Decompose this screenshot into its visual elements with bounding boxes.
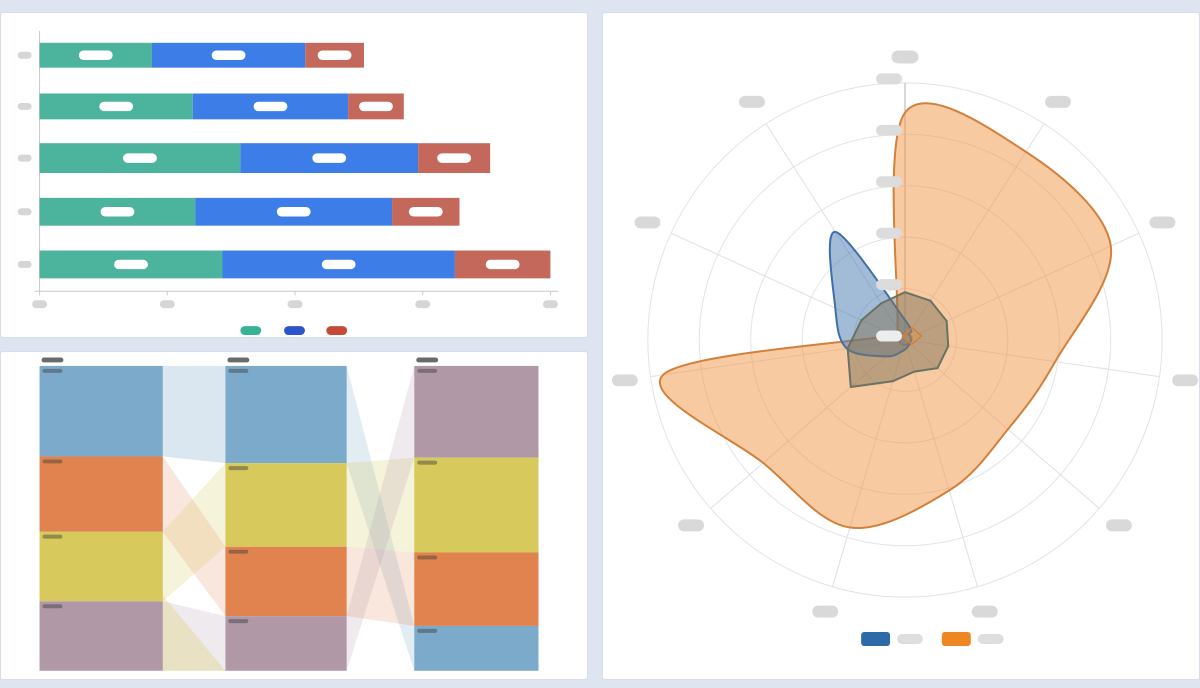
axis-label-redacted: [1149, 216, 1176, 229]
segment-label-redacted: [42, 459, 63, 464]
segment-label-redacted: [417, 368, 438, 373]
bar-value-label-redacted: [321, 259, 356, 270]
legend-swatch-blue[interactable]: [861, 632, 891, 646]
legend-label-redacted: [977, 634, 1004, 644]
legend-swatch-series-teal[interactable]: [240, 326, 262, 336]
flow-yellow-to-yellow: [346, 457, 415, 553]
column-segment-blue[interactable]: [39, 365, 163, 457]
stacked-bar-chart: [17, 30, 559, 336]
parallel-sets-chart-card: [0, 351, 588, 680]
segment-label-redacted: [417, 628, 438, 633]
flow-yellow-to-yellow: [162, 463, 226, 602]
flow-orange-to-orange: [346, 546, 415, 626]
legend-label-redacted: [897, 634, 923, 644]
segment-label-redacted: [42, 534, 63, 539]
radial-tick-label-redacted: [876, 227, 902, 239]
bar-value-label-redacted: [437, 153, 472, 163]
column-segment-yellow[interactable]: [39, 531, 163, 602]
bar-value-label-redacted: [317, 50, 352, 60]
legend-swatch-orange[interactable]: [941, 632, 971, 646]
segment-label-redacted: [417, 555, 438, 560]
column-header-redacted: [227, 357, 250, 363]
radial-tick-label-redacted: [876, 330, 902, 342]
radar-chart: [611, 50, 1199, 646]
column-segment-yellow[interactable]: [414, 457, 539, 553]
segment-label-redacted: [228, 549, 249, 554]
column-segment-orange[interactable]: [225, 546, 347, 617]
flow-purple-to-purple: [346, 365, 415, 671]
segment-label-redacted: [417, 460, 438, 465]
axis-label-redacted: [971, 605, 998, 618]
bar-value-label-redacted: [100, 207, 135, 217]
bar-value-label-redacted: [276, 207, 311, 217]
stacked-bar-chart-card: [0, 12, 588, 338]
radar-chart-card: [602, 12, 1200, 680]
bar-value-label-redacted: [78, 50, 113, 60]
axis-label-redacted: [1172, 374, 1199, 387]
column-segment-blue[interactable]: [414, 625, 539, 671]
bar-value-label-redacted: [359, 101, 393, 112]
bar-value-label-redacted: [211, 50, 246, 60]
center-diamond-marker: [900, 326, 923, 346]
column-segment-purple[interactable]: [39, 601, 163, 671]
bar-value-label-redacted: [408, 207, 443, 217]
column-header-redacted: [416, 357, 439, 363]
axis-label-redacted: [611, 374, 638, 387]
bar-value-label-redacted: [99, 101, 134, 112]
legend-swatch-series-red[interactable]: [326, 326, 348, 336]
axis-label-redacted: [678, 519, 705, 532]
flow-purple-to-purple: [162, 601, 226, 671]
bar-value-label-redacted: [123, 153, 157, 163]
bar-value-label-redacted: [485, 259, 520, 270]
radial-tick-label-redacted: [876, 279, 902, 291]
x-tick-label-redacted: [542, 300, 558, 309]
radial-tick-label-redacted: [876, 176, 902, 188]
axis-label-redacted: [812, 605, 839, 618]
axis-label-redacted: [634, 216, 661, 229]
y-tick-label-redacted: [17, 208, 32, 216]
y-tick-label-redacted: [17, 102, 32, 110]
axis-label-redacted: [1045, 95, 1071, 108]
column-segment-purple[interactable]: [225, 616, 347, 671]
bar-value-label-redacted: [312, 153, 347, 163]
column-segment-orange[interactable]: [39, 456, 163, 532]
y-tick-label-redacted: [17, 51, 32, 59]
flow-orange-to-orange: [162, 456, 226, 617]
segment-label-redacted: [42, 604, 63, 609]
axis-label-redacted: [891, 50, 919, 64]
segment-label-redacted: [228, 368, 249, 373]
x-tick-label-redacted: [415, 300, 431, 309]
segment-label-redacted: [228, 619, 249, 624]
bar-value-label-redacted: [253, 101, 288, 112]
axis-label-redacted: [1105, 519, 1132, 532]
x-tick-label-redacted: [32, 300, 48, 309]
bar-value-label-redacted: [114, 259, 148, 270]
column-segment-blue[interactable]: [225, 365, 347, 464]
radial-tick-label-redacted: [876, 73, 902, 85]
flow-blue-to-blue: [162, 365, 226, 464]
y-tick-label-redacted: [17, 154, 32, 162]
column-segment-orange[interactable]: [414, 552, 539, 626]
y-tick-label-redacted: [17, 260, 32, 268]
axis-label-redacted: [739, 95, 765, 108]
segment-label-redacted: [42, 368, 63, 373]
radial-tick-label-redacted: [876, 124, 902, 136]
flow-blue-to-blue: [346, 365, 415, 671]
column-segment-yellow[interactable]: [225, 463, 347, 547]
parallel-sets-chart: [39, 357, 539, 671]
legend-swatch-series-blue[interactable]: [284, 326, 305, 336]
column-segment-purple[interactable]: [414, 365, 539, 458]
x-tick-label-redacted: [159, 300, 175, 309]
x-tick-label-redacted: [287, 300, 303, 309]
segment-label-redacted: [228, 466, 249, 471]
column-header-redacted: [41, 357, 64, 363]
